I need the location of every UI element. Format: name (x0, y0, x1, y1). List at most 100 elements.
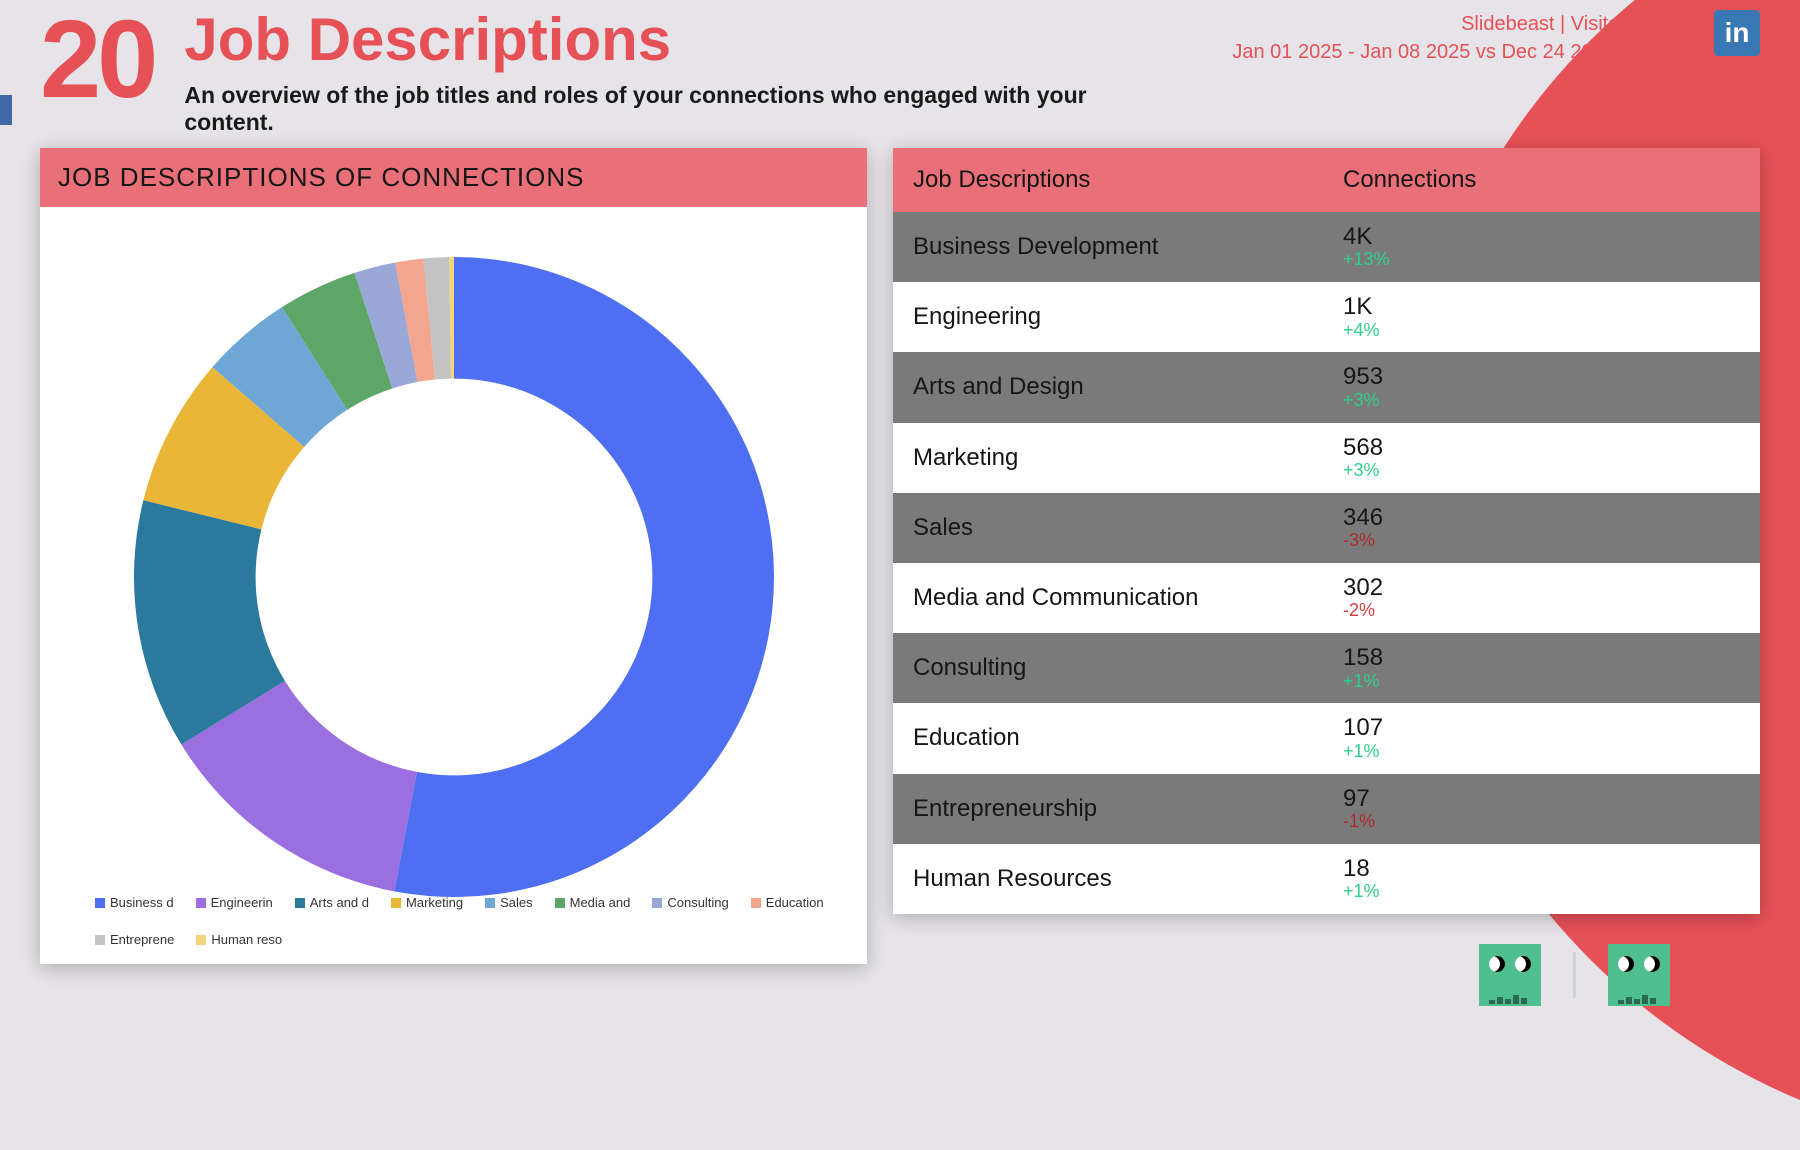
table-cell-job: Human Resources (913, 865, 1343, 893)
chart-panel: JOB DESCRIPTIONS OF CONNECTIONS Business… (40, 148, 867, 964)
table-cell-connections: 953+3% (1343, 364, 1740, 410)
mascot-icon (1608, 944, 1670, 1006)
connections-value: 568 (1343, 435, 1740, 461)
table-row: Sales346-3% (893, 493, 1760, 563)
legend-swatch (555, 898, 565, 908)
legend-item: Human reso (196, 932, 282, 947)
connections-value: 302 (1343, 575, 1740, 601)
chart-legend: Business d Engineerin Arts and d Marketing S… (95, 895, 867, 947)
connections-delta: +3% (1343, 391, 1740, 411)
table-row: Arts and Design953+3% (893, 352, 1760, 422)
table-cell-job: Engineering (913, 303, 1343, 331)
table-row: Education107+1% (893, 703, 1760, 773)
connections-value: 4K (1343, 224, 1740, 250)
table-cell-connections: 1K+4% (1343, 294, 1740, 340)
legend-item: Sales (485, 895, 533, 910)
legend-item: Consulting (652, 895, 728, 910)
donut-chart-wrap (40, 207, 867, 927)
table-cell-job: Consulting (913, 654, 1343, 682)
table-cell-connections: 346-3% (1343, 505, 1740, 551)
table-cell-job: Sales (913, 514, 1343, 542)
legend-item: Media and (555, 895, 631, 910)
connections-value: 97 (1343, 786, 1740, 812)
legend-label: Sales (500, 895, 533, 910)
chart-panel-title: JOB DESCRIPTIONS OF CONNECTIONS (40, 148, 867, 207)
legend-label: Engineerin (211, 895, 273, 910)
page-number: 20 (40, 10, 154, 109)
table-row: Marketing568+3% (893, 423, 1760, 493)
donut-chart (104, 227, 804, 927)
table-cell-job: Business Development (913, 233, 1343, 261)
header-meta-line2: Jan 01 2025 - Jan 08 2025 vs Dec 24 2024… (1182, 38, 1696, 94)
table-row: Consulting158+1% (893, 633, 1760, 703)
table-cell-job: Media and Communication (913, 584, 1343, 612)
left-edge-marker (0, 95, 12, 125)
table-row: Business Development4K+13% (893, 212, 1760, 282)
table-header-connections: Connections (1343, 166, 1740, 194)
connections-value: 158 (1343, 645, 1740, 671)
legend-item: Business d (95, 895, 174, 910)
legend-label: Marketing (406, 895, 463, 910)
page-header: 20 Job Descriptions An overview of the j… (40, 10, 1760, 136)
table-cell-job: Arts and Design (913, 373, 1343, 401)
table-cell-connections: 18+1% (1343, 856, 1740, 902)
connections-delta: +13% (1343, 250, 1740, 270)
table-cell-connections: 4K+13% (1343, 224, 1740, 270)
table-cell-connections: 568+3% (1343, 435, 1740, 481)
legend-label: Human reso (211, 932, 282, 947)
footer-mascots (1479, 944, 1670, 1006)
connections-value: 107 (1343, 715, 1740, 741)
legend-swatch (95, 935, 105, 945)
mascot-icon (1479, 944, 1541, 1006)
table-cell-job: Entrepreneurship (913, 795, 1343, 823)
legend-swatch (95, 898, 105, 908)
connections-delta: -2% (1343, 601, 1740, 621)
connections-delta: -1% (1343, 812, 1740, 832)
connections-delta: +4% (1343, 321, 1740, 341)
header-meta: Slidebeast | Visitor Metrics Jan 01 2025… (1182, 10, 1760, 94)
legend-label: Consulting (667, 895, 728, 910)
title-block: Job Descriptions An overview of the job … (184, 10, 1182, 136)
legend-label: Media and (570, 895, 631, 910)
mascot-separator (1573, 952, 1576, 998)
legend-swatch (485, 898, 495, 908)
connections-delta: -3% (1343, 531, 1740, 551)
connections-delta: +1% (1343, 742, 1740, 762)
legend-item: Engineerin (196, 895, 273, 910)
table-body: Business Development4K+13%Engineering1K+… (893, 212, 1760, 914)
connections-delta: +1% (1343, 672, 1740, 692)
table-row: Media and Communication302-2% (893, 563, 1760, 633)
legend-label: Business d (110, 895, 174, 910)
legend-label: Education (766, 895, 824, 910)
table-cell-connections: 107+1% (1343, 715, 1740, 761)
table-header-job: Job Descriptions (913, 166, 1343, 194)
connections-value: 18 (1343, 856, 1740, 882)
table-row: Entrepreneurship97-1% (893, 774, 1760, 844)
legend-swatch (652, 898, 662, 908)
connections-delta: +1% (1343, 882, 1740, 902)
legend-swatch (196, 935, 206, 945)
legend-swatch (196, 898, 206, 908)
legend-swatch (751, 898, 761, 908)
linkedin-icon: in (1714, 10, 1760, 56)
legend-label: Entreprene (110, 932, 174, 947)
legend-item: Marketing (391, 895, 463, 910)
connections-delta: +3% (1343, 461, 1740, 481)
table-cell-job: Marketing (913, 444, 1343, 472)
connections-value: 346 (1343, 505, 1740, 531)
legend-item: Arts and d (295, 895, 369, 910)
table-header-row: Job Descriptions Connections (893, 148, 1760, 212)
table-cell-connections: 97-1% (1343, 786, 1740, 832)
legend-swatch (391, 898, 401, 908)
legend-label: Arts and d (310, 895, 369, 910)
header-meta-line1: Slidebeast | Visitor Metrics (1182, 10, 1696, 38)
page-title: Job Descriptions (184, 10, 1182, 70)
legend-item: Education (751, 895, 824, 910)
table-cell-job: Education (913, 724, 1343, 752)
legend-item: Entreprene (95, 932, 174, 947)
legend-swatch (295, 898, 305, 908)
table-cell-connections: 158+1% (1343, 645, 1740, 691)
table-row: Human Resources18+1% (893, 844, 1760, 914)
connections-value: 1K (1343, 294, 1740, 320)
table-cell-connections: 302-2% (1343, 575, 1740, 621)
